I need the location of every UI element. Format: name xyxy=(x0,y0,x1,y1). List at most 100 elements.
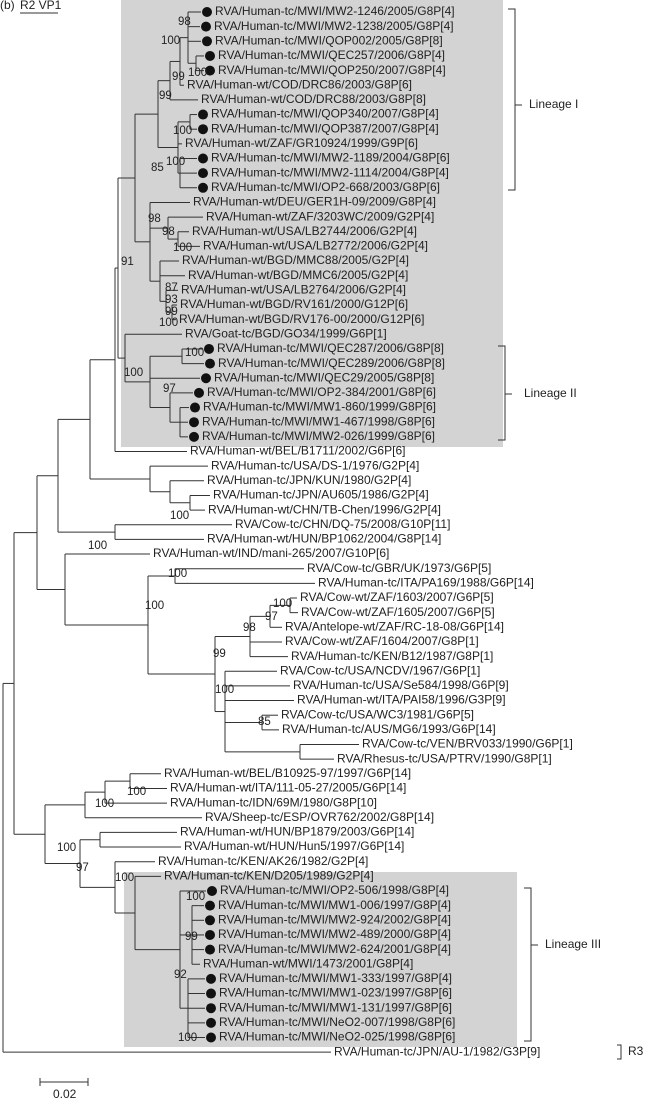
leaf-label: RVA/Human-tc/MWI/MW1-006/1997/G8P[4] xyxy=(218,898,451,912)
bracket xyxy=(617,1044,622,1060)
bootstrap-value: 98 xyxy=(243,622,256,634)
bootstrap-value: 92 xyxy=(174,969,187,981)
leaf-marker xyxy=(205,50,215,61)
bracket xyxy=(498,345,506,441)
bootstrap-value: 85 xyxy=(151,162,164,174)
leaf-marker xyxy=(202,7,212,17)
leaf-label: RVA/Cow-wt/ZAF/1603/2007/G6P[5] xyxy=(300,590,494,604)
bootstrap-value: 99 xyxy=(159,90,172,102)
leaf-marker xyxy=(205,944,215,955)
leaf-label: RVA/Human-wt/IND/mani-265/2007/G10P[6] xyxy=(153,546,389,560)
leaf-label: RVA/Human-wt/CHN/TB-Chen/1996/G2P[4] xyxy=(208,502,441,516)
bootstrap-value: 100 xyxy=(188,67,207,79)
leaf-label: RVA/Cow-tc/USA/NCDV/1967/G6P[1] xyxy=(280,663,480,677)
bootstrap-value: 97 xyxy=(76,862,89,874)
lineage-label: R3 xyxy=(628,1044,644,1058)
bootstrap-value: 100 xyxy=(168,568,187,580)
leaf-marker xyxy=(189,431,199,442)
leaf-marker xyxy=(207,886,217,896)
bootstrap-value: 100 xyxy=(127,786,146,798)
leaf-marker xyxy=(205,915,215,926)
leaf-label: RVA/Human-tc/KEN/AK26/1982/G2P[4] xyxy=(158,854,368,868)
leaf-marker xyxy=(202,36,212,47)
leaf-label: RVA/Human-tc/MWI/MW1-023/1997/G8P[6] xyxy=(219,986,452,1000)
leaf-label: RVA/Human-wt/USA/LB2764/2006/G2P[4] xyxy=(181,283,406,297)
leaf-label: RVA/Human-tc/ITA/PA169/1988/G6P[14] xyxy=(318,576,534,590)
leaf-marker xyxy=(204,343,214,354)
bootstrap-value: 91 xyxy=(121,256,134,268)
leaf-label: RVA/Human-tc/MWI/MW1-467/1998/G8P[6] xyxy=(202,414,435,428)
leaf-label: RVA/Human-wt/BEL/B1711/2002/G6P[6] xyxy=(190,444,405,458)
leaf-label: RVA/Human-tc/MWI/QEC287/2006/G8P[8] xyxy=(217,341,444,355)
leaf-marker xyxy=(205,358,215,369)
leaf-marker xyxy=(205,65,215,76)
leaf-marker xyxy=(206,973,216,984)
leaf-label: RVA/Human-tc/MWI/MW2-1114/2004/G8P[4] xyxy=(211,165,449,179)
bootstrap-value: 100 xyxy=(173,242,192,254)
leaf-label: RVA/Sheep-tc/ESP/OVR762/2002/G8P[14] xyxy=(205,810,434,824)
lineage-box xyxy=(124,872,517,1047)
bootstrap-value: 100 xyxy=(57,842,76,854)
bootstrap-value: 93 xyxy=(165,294,178,306)
leaf-marker xyxy=(206,1032,216,1043)
leaf-marker xyxy=(201,21,211,32)
leaf-label: RVA/Cow-tc/VEN/BRV033/1990/G6P[1] xyxy=(362,737,573,751)
leaf-label: RVA/Human-wt/HUN/BP1879/2003/G6P[14] xyxy=(180,825,414,839)
leaf-label: RVA/Human-wt/HUN/BP1062/2004/G8P[14] xyxy=(207,532,441,546)
leaf-label: RVA/Human-tc/MWI/OP2-384/2001/G8P[6] xyxy=(207,385,436,399)
leaf-label: RVA/Human-tc/MWI/MW2-026/1999/G8P[6] xyxy=(202,429,435,443)
lineage-label: Lineage III xyxy=(545,937,601,951)
bootstrap-value: 97 xyxy=(265,611,278,623)
leaf-label: RVA/Human-wt/ITA/111-05-27/2005/G6P[14] xyxy=(170,781,406,795)
leaf-label: RVA/Human-wt/ZAF/3203WC/2009/G2P[4] xyxy=(206,209,434,223)
leaf-label: RVA/Cow-tc/USA/WC3/1981/G6P[5] xyxy=(281,707,474,721)
bootstrap-value: 100 xyxy=(159,317,178,329)
leaf-label: RVA/Human-tc/MWI/MW1-131/1997/G8P[6] xyxy=(219,1000,452,1014)
bootstrap-value: 100 xyxy=(215,684,234,696)
leaf-label: RVA/Human-tc/MWI/NeO2-007/1998/G8P[6] xyxy=(219,1015,455,1029)
leaf-label: RVA/Antelope-wt/ZAF/RC-18-08/G6P[14] xyxy=(285,619,504,633)
leaf-label: RVA/Human-tc/MWI/MW2-624/2001/G8P[4] xyxy=(218,942,451,956)
bootstrap-value: 100 xyxy=(124,367,143,379)
leaf-marker xyxy=(198,182,208,193)
bootstrap-value: 100 xyxy=(95,798,114,810)
lineage-box xyxy=(121,0,503,447)
leaf-label: RVA/Cow-tc/GBR/UK/1973/G6P[5] xyxy=(307,561,491,575)
leaf-label: RVA/Human-tc/IDN/69M/1980/G8P[10] xyxy=(170,795,377,809)
bracket xyxy=(524,887,532,1042)
leaf-marker xyxy=(198,109,208,120)
leaf-label: RVA/Human-tc/MWI/OP2-506/1998/G8P[4] xyxy=(220,883,449,897)
leaf-label: RVA/Human-wt/BGD/MMC88/2005/G2P[4] xyxy=(182,253,409,267)
bootstrap-value: 97 xyxy=(163,383,176,395)
bootstrap-value: 99 xyxy=(213,648,226,660)
leaf-label: RVA/Human-tc/MWI/QOP340/2007/G8P[4] xyxy=(211,107,439,121)
leaf-label: RVA/Human-wt/HUN/Hun5/1997/G6P[14] xyxy=(184,839,404,853)
leaf-label: RVA/Human-tc/USA/DS-1/1976/G2P[4] xyxy=(211,458,419,472)
bootstrap-value: 98 xyxy=(148,213,161,225)
lineage-label: Lineage II xyxy=(524,386,577,400)
leaf-label: RVA/Human-wt/BGD/RV176-00/2000/G12P[6] xyxy=(179,312,424,326)
leaf-label: RVA/Cow-wt/ZAF/1604/2007/G8P[1] xyxy=(285,634,479,648)
leaf-label: RVA/Human-tc/JPN/KUN/1980/G2P[4] xyxy=(207,473,411,487)
leaf-label: RVA/Goat-tc/BGD/GO34/1999/G6P[1] xyxy=(185,326,387,340)
leaf-label: RVA/Human-tc/JPN/AU-1/1982/G3P[9] xyxy=(334,1044,540,1058)
leaf-marker xyxy=(194,387,204,398)
bootstrap-value: 100 xyxy=(185,347,204,359)
leaf-label: RVA/Human-wt/USA/LB2744/2006/G2P[4] xyxy=(192,224,417,238)
panel-title: R2 VP1 xyxy=(20,0,62,12)
leaf-label: RVA/Human-tc/JPN/AU605/1986/G2P[4] xyxy=(213,488,429,502)
bootstrap-value: 85 xyxy=(258,716,271,728)
leaf-label: RVA/Human-tc/MWI/MW2-1246/2005/G8P[4] xyxy=(215,4,455,18)
leaf-marker xyxy=(206,1003,216,1014)
bootstrap-value: 100 xyxy=(173,125,192,137)
leaf-marker xyxy=(198,153,208,164)
leaf-label: RVA/Rhesus-tc/USA/PTRV/1990/G8P[1] xyxy=(337,751,552,765)
leaf-label: RVA/Human-tc/KEN/D205/1989/G2P[4] xyxy=(164,869,374,883)
bootstrap-value: 100 xyxy=(161,35,180,47)
leaf-label: RVA/Human-tc/MWI/MW1-333/1997/G8P[4] xyxy=(219,971,452,985)
leaf-label: RVA/Human-tc/MWI/QEC289/2006/G8P[8] xyxy=(218,356,445,370)
leaf-marker xyxy=(198,168,208,179)
bracket xyxy=(508,8,516,191)
bootstrap-value: 87 xyxy=(165,282,178,294)
